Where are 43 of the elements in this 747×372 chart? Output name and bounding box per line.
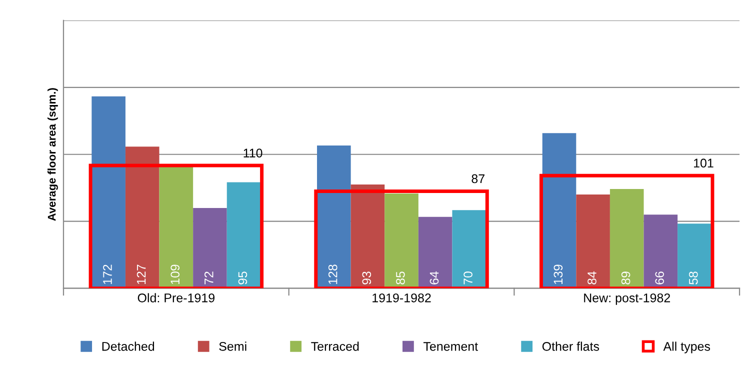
data-label: 72	[204, 272, 214, 284]
data-label: 64	[430, 271, 439, 284]
data-label: 172	[103, 264, 112, 284]
data-label: 139	[554, 264, 563, 284]
data-label: 84	[588, 271, 596, 284]
bar	[317, 145, 351, 288]
bar	[125, 146, 160, 288]
data-label: 85	[396, 272, 405, 284]
bar	[542, 133, 576, 288]
data-label: 95	[238, 272, 248, 284]
data-label: 127	[136, 264, 146, 284]
data-label: 89	[621, 272, 630, 284]
bar	[226, 182, 261, 288]
legend-label: Terraced	[311, 342, 359, 351]
x-tick-label: Old: Pre-1919	[138, 293, 214, 302]
data-label: 110	[244, 148, 262, 158]
bar	[452, 210, 486, 288]
data-label: 70	[464, 272, 472, 284]
bar	[576, 194, 610, 288]
data-label: 87	[472, 174, 484, 184]
x-tick-label: 1919-1982	[372, 293, 431, 302]
bar	[610, 188, 644, 288]
legend-label: Semi	[219, 342, 246, 351]
y-axis-title: Average floor area (sqm.)	[48, 88, 58, 221]
data-label: 93	[362, 272, 372, 284]
data-label: 128	[328, 264, 338, 284]
bar	[384, 193, 418, 288]
bar	[193, 208, 227, 288]
bar	[159, 166, 194, 288]
data-label: 66	[655, 272, 664, 284]
legend-label: All types	[663, 342, 710, 354]
data-label: 109	[170, 264, 180, 284]
legend-label: Other flats	[542, 342, 600, 351]
bar	[418, 216, 452, 288]
legend-label: Tenement	[423, 342, 478, 351]
legend-label: Detached	[102, 342, 154, 351]
bar	[644, 214, 678, 288]
data-label: 101	[694, 158, 714, 168]
bar	[350, 184, 385, 288]
bar	[92, 96, 126, 288]
bar	[678, 224, 712, 288]
x-tick-label: New: post-1982	[584, 293, 670, 305]
data-label: 58	[688, 272, 698, 284]
